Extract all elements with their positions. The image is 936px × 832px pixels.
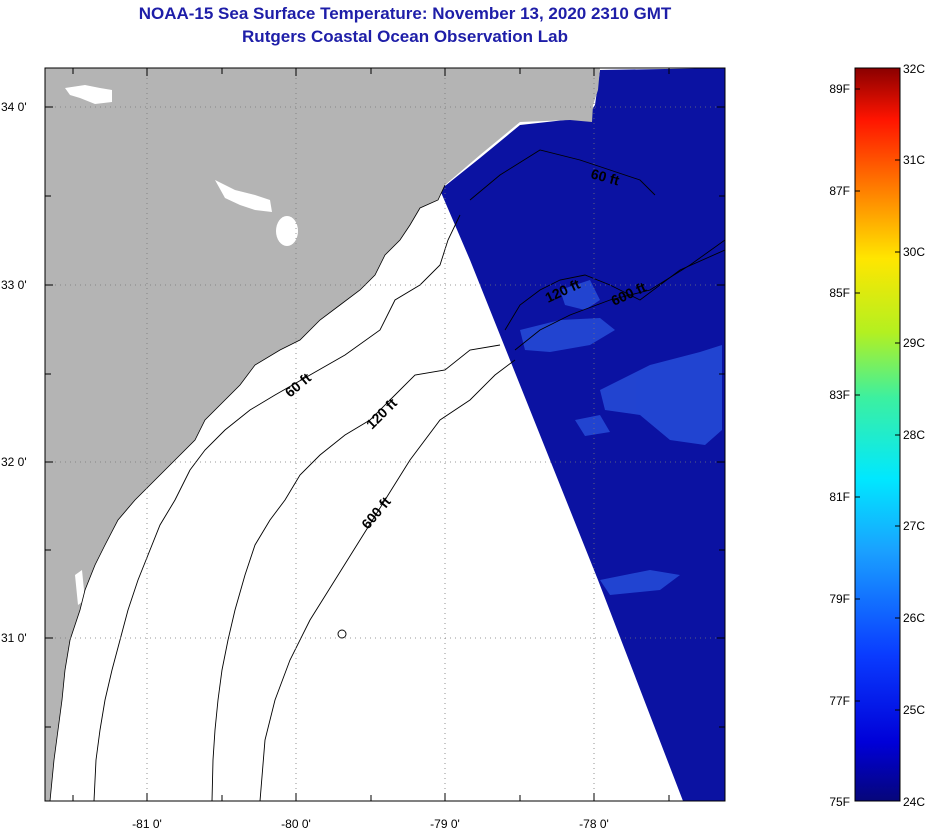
colorbar-f-label: 81F <box>829 490 850 504</box>
colorbar-c-label: 27C <box>903 519 925 533</box>
colorbar-c-label: 32C <box>903 62 925 76</box>
contour-60ft <box>93 149 656 801</box>
contour-label: 60 ft <box>589 165 621 188</box>
map-subtitle: Rutgers Coastal Ocean Observation Lab <box>242 27 568 46</box>
map-title: NOAA-15 Sea Surface Temperature: Novembe… <box>138 4 672 23</box>
lon-label: -81 0' <box>132 817 162 831</box>
colorbar-c-label: 28C <box>903 428 925 442</box>
coastline <box>49 184 446 801</box>
colorbar-f-label: 83F <box>829 388 850 402</box>
colorbar-f-label: 89F <box>829 82 850 96</box>
colorbar-c-label: 25C <box>903 703 925 717</box>
seamount-contour <box>337 629 347 639</box>
colorbar-c-label: 30C <box>903 245 925 259</box>
lat-label: 33 0' <box>1 278 27 292</box>
lat-label: 32 0' <box>1 455 27 469</box>
lat-label: 31 0' <box>1 631 27 645</box>
map-area <box>45 68 725 801</box>
colorbar-f-label: 79F <box>829 592 850 606</box>
colorbar-c-label: 26C <box>903 611 925 625</box>
land-mass <box>45 68 600 801</box>
map-frame <box>44 67 726 802</box>
colorbar-c-label: 24C <box>903 795 925 809</box>
colorbar <box>854 67 901 802</box>
lat-label: 34 0' <box>1 100 27 114</box>
contour-600ft <box>259 239 725 801</box>
colorbar-f-label: 87F <box>829 184 850 198</box>
colorbar-c-label: 29C <box>903 336 925 350</box>
colorbar-f-label: 85F <box>829 286 850 300</box>
inland-lakes <box>60 85 298 765</box>
colorbar-f-label: 77F <box>829 694 850 708</box>
warmer-sst-patches <box>520 280 722 595</box>
lon-label: -80 0' <box>281 817 311 831</box>
colorbar-f-label: 75F <box>829 795 850 809</box>
axis-ticks <box>45 68 725 801</box>
colorbar-ticks <box>855 88 900 711</box>
lon-label: -78 0' <box>579 817 609 831</box>
colorbar-c-label: 31C <box>903 153 925 167</box>
sst-swath <box>440 68 725 801</box>
graticule <box>45 68 725 801</box>
lon-label: -79 0' <box>430 817 460 831</box>
